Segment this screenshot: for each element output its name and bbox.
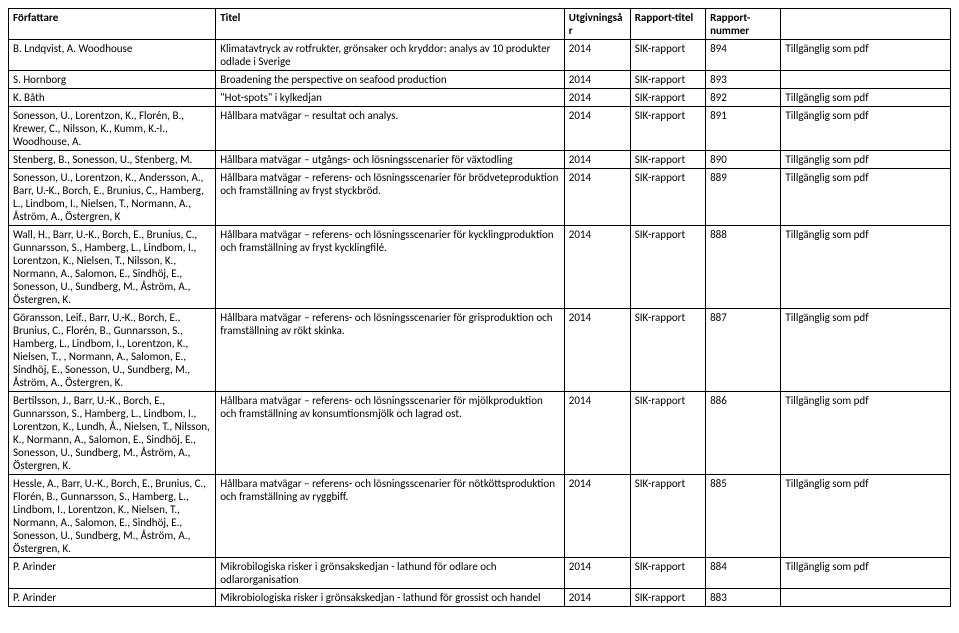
cell-pdf: Tillgänglig som pdf bbox=[781, 309, 951, 392]
cell-pdf: Tillgänglig som pdf bbox=[781, 392, 951, 475]
cell-author: P. Arinder bbox=[9, 589, 216, 607]
cell-report-title: SIK-rapport bbox=[630, 89, 705, 107]
cell-title: Mikrobiologiska risker i grönsakskedjan … bbox=[216, 589, 565, 607]
cell-report-number: 887 bbox=[706, 309, 781, 392]
cell-author: Hessle, A., Barr, U.-K., Borch, E., Brun… bbox=[9, 475, 216, 558]
cell-pdf: Tillgänglig som pdf bbox=[781, 107, 951, 151]
header-title: Titel bbox=[216, 9, 565, 40]
cell-pdf: Tillgänglig som pdf bbox=[781, 40, 951, 71]
cell-year: 2014 bbox=[564, 151, 630, 169]
cell-year: 2014 bbox=[564, 169, 630, 226]
cell-year: 2014 bbox=[564, 107, 630, 151]
cell-report-title: SIK-rapport bbox=[630, 392, 705, 475]
cell-title: Hållbara matvägar – referens- och lösnin… bbox=[216, 169, 565, 226]
cell-report-number: 883 bbox=[706, 589, 781, 607]
cell-title: Mikrobilogiska risker i grönsakskedjan -… bbox=[216, 558, 565, 589]
cell-report-title: SIK-rapport bbox=[630, 309, 705, 392]
cell-report-title: SIK-rapport bbox=[630, 558, 705, 589]
cell-report-number: 890 bbox=[706, 151, 781, 169]
cell-author: Wall, H., Barr, U.-K., Borch, E., Bruniu… bbox=[9, 226, 216, 309]
cell-report-title: SIK-rapport bbox=[630, 40, 705, 71]
cell-author: Sonesson, U., Lorentzon, K., Andersson, … bbox=[9, 169, 216, 226]
header-row: Författare Titel Utgivningsår Rapport-ti… bbox=[9, 9, 951, 40]
cell-year: 2014 bbox=[564, 71, 630, 89]
cell-report-title: SIK-rapport bbox=[630, 475, 705, 558]
cell-pdf bbox=[781, 71, 951, 89]
cell-year: 2014 bbox=[564, 309, 630, 392]
cell-title: Hållbara matvägar – resultat och analys. bbox=[216, 107, 565, 151]
cell-author: Bertilsson, J., Barr, U.-K., Borch, E., … bbox=[9, 392, 216, 475]
cell-author: Stenberg, B., Sonesson, U., Stenberg, M. bbox=[9, 151, 216, 169]
header-report-title: Rapport-titel bbox=[630, 9, 705, 40]
table-row: Stenberg, B., Sonesson, U., Stenberg, M.… bbox=[9, 151, 951, 169]
cell-year: 2014 bbox=[564, 589, 630, 607]
table-row: Hessle, A., Barr, U.-K., Borch, E., Brun… bbox=[9, 475, 951, 558]
cell-year: 2014 bbox=[564, 558, 630, 589]
cell-author: Göransson, Leif., Barr, U.-K., Borch, E.… bbox=[9, 309, 216, 392]
header-year: Utgivningsår bbox=[564, 9, 630, 40]
cell-report-number: 892 bbox=[706, 89, 781, 107]
cell-report-number: 884 bbox=[706, 558, 781, 589]
cell-pdf: Tillgänglig som pdf bbox=[781, 169, 951, 226]
cell-report-number: 886 bbox=[706, 392, 781, 475]
cell-year: 2014 bbox=[564, 392, 630, 475]
cell-report-title: SIK-rapport bbox=[630, 71, 705, 89]
cell-title: Hållbara matvägar – utgångs- och lösning… bbox=[216, 151, 565, 169]
table-row: P. ArinderMikrobiologiska risker i gröns… bbox=[9, 589, 951, 607]
cell-report-number: 894 bbox=[706, 40, 781, 71]
cell-title: Hållbara matvägar – referens- och lösnin… bbox=[216, 392, 565, 475]
table-row: K. Båth"Hot-spots" i kylkedjan2014SIK-ra… bbox=[9, 89, 951, 107]
cell-pdf: Tillgänglig som pdf bbox=[781, 151, 951, 169]
cell-report-number: 885 bbox=[706, 475, 781, 558]
cell-pdf: Tillgänglig som pdf bbox=[781, 226, 951, 309]
cell-report-title: SIK-rapport bbox=[630, 226, 705, 309]
cell-year: 2014 bbox=[564, 89, 630, 107]
cell-pdf bbox=[781, 589, 951, 607]
table-row: Sonesson, U., Lorentzon, K., Andersson, … bbox=[9, 169, 951, 226]
table-row: Sonesson, U., Lorentzon, K., Florén, B.,… bbox=[9, 107, 951, 151]
cell-title: Klimatavtryck av rotfrukter, grönsaker o… bbox=[216, 40, 565, 71]
cell-report-title: SIK-rapport bbox=[630, 589, 705, 607]
cell-report-title: SIK-rapport bbox=[630, 107, 705, 151]
cell-title: Broadening the perspective on seafood pr… bbox=[216, 71, 565, 89]
table-row: B. Lndqvist, A. WoodhouseKlimatavtryck a… bbox=[9, 40, 951, 71]
cell-title: Hållbara matvägar – referens- och lösnin… bbox=[216, 309, 565, 392]
cell-author: S. Hornborg bbox=[9, 71, 216, 89]
cell-report-title: SIK-rapport bbox=[630, 151, 705, 169]
cell-report-number: 888 bbox=[706, 226, 781, 309]
cell-report-number: 891 bbox=[706, 107, 781, 151]
cell-author: K. Båth bbox=[9, 89, 216, 107]
cell-report-number: 889 bbox=[706, 169, 781, 226]
cell-author: Sonesson, U., Lorentzon, K., Florén, B.,… bbox=[9, 107, 216, 151]
cell-pdf: Tillgänglig som pdf bbox=[781, 558, 951, 589]
cell-author: B. Lndqvist, A. Woodhouse bbox=[9, 40, 216, 71]
cell-title: Hållbara matvägar – referens- och lösnin… bbox=[216, 475, 565, 558]
header-author: Författare bbox=[9, 9, 216, 40]
table-row: P. ArinderMikrobilogiska risker i grönsa… bbox=[9, 558, 951, 589]
cell-year: 2014 bbox=[564, 40, 630, 71]
report-table: Författare Titel Utgivningsår Rapport-ti… bbox=[8, 8, 951, 607]
table-row: S. HornborgBroadening the perspective on… bbox=[9, 71, 951, 89]
cell-report-title: SIK-rapport bbox=[630, 169, 705, 226]
table-row: Göransson, Leif., Barr, U.-K., Borch, E.… bbox=[9, 309, 951, 392]
cell-report-number: 893 bbox=[706, 71, 781, 89]
header-report-number-l2: nummer bbox=[710, 24, 749, 37]
header-pdf bbox=[781, 9, 951, 40]
table-row: Bertilsson, J., Barr, U.-K., Borch, E., … bbox=[9, 392, 951, 475]
header-report-number-l1: Rapport- bbox=[710, 11, 750, 24]
table-row: Wall, H., Barr, U.-K., Borch, E., Bruniu… bbox=[9, 226, 951, 309]
cell-pdf: Tillgänglig som pdf bbox=[781, 475, 951, 558]
cell-year: 2014 bbox=[564, 226, 630, 309]
cell-pdf: Tillgänglig som pdf bbox=[781, 89, 951, 107]
cell-author: P. Arinder bbox=[9, 558, 216, 589]
cell-title: "Hot-spots" i kylkedjan bbox=[216, 89, 565, 107]
cell-title: Hållbara matvägar – referens- och lösnin… bbox=[216, 226, 565, 309]
header-report-number: Rapport- nummer bbox=[706, 9, 781, 40]
cell-year: 2014 bbox=[564, 475, 630, 558]
